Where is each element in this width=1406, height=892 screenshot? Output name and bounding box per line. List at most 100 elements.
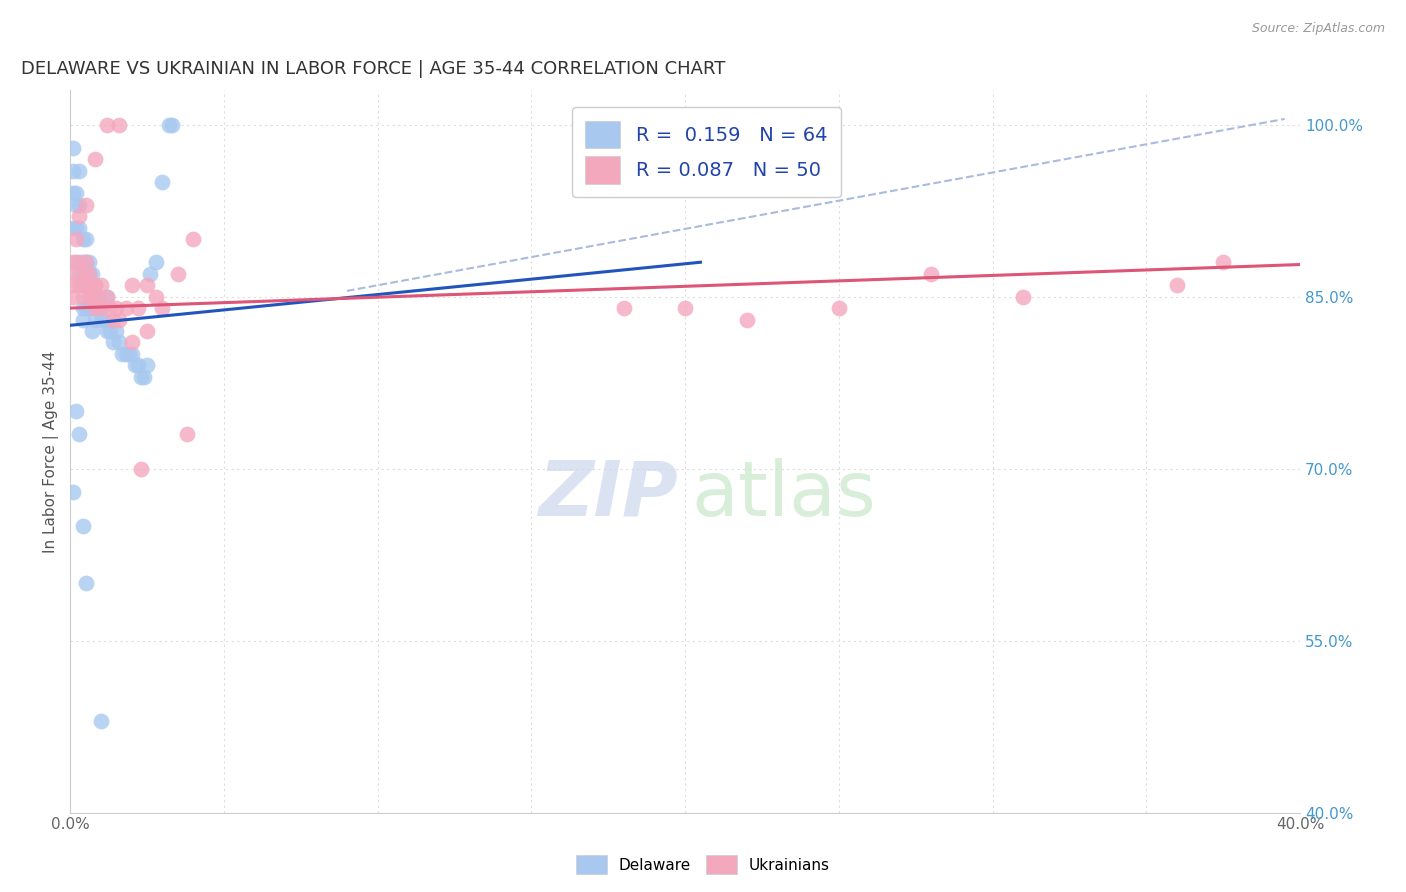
Point <box>75 301 97 315</box>
Point <box>129 461 152 475</box>
Point <box>828 301 851 315</box>
Point <box>157 118 180 132</box>
Point <box>735 312 758 326</box>
Point <box>166 267 188 281</box>
Point <box>103 335 125 350</box>
Point <box>69 278 91 293</box>
Point <box>77 267 100 281</box>
Point <box>77 301 100 315</box>
Point <box>65 186 87 201</box>
Point <box>72 267 94 281</box>
Point <box>176 427 198 442</box>
Point <box>80 290 103 304</box>
Point <box>62 290 84 304</box>
Point <box>87 290 110 304</box>
Legend: R =  0.159   N = 64, R = 0.087   N = 50: R = 0.159 N = 64, R = 0.087 N = 50 <box>572 107 841 197</box>
Point <box>152 301 174 315</box>
Point <box>96 118 118 132</box>
Point <box>62 140 84 154</box>
Point <box>83 152 105 166</box>
Point <box>127 359 149 373</box>
Point <box>65 198 87 212</box>
Point <box>83 278 105 293</box>
Point <box>613 301 636 315</box>
Point <box>75 267 97 281</box>
Point <box>87 290 110 304</box>
Point <box>72 290 94 304</box>
Point <box>65 220 87 235</box>
Point <box>920 267 942 281</box>
Point <box>62 255 84 269</box>
Point <box>72 255 94 269</box>
Point <box>80 267 103 281</box>
Point <box>77 267 100 281</box>
Point <box>69 427 91 442</box>
Point <box>129 370 152 384</box>
Point <box>121 278 143 293</box>
Point <box>75 278 97 293</box>
Point <box>152 175 174 189</box>
Point <box>75 255 97 269</box>
Point <box>75 278 97 293</box>
Point <box>136 359 159 373</box>
Point <box>98 301 121 315</box>
Y-axis label: In Labor Force | Age 35-44: In Labor Force | Age 35-44 <box>44 351 59 552</box>
Point <box>108 118 131 132</box>
Point <box>75 255 97 269</box>
Point <box>69 198 91 212</box>
Point <box>136 324 159 338</box>
Point <box>69 267 91 281</box>
Point <box>65 267 87 281</box>
Point <box>65 404 87 418</box>
Point <box>108 312 131 326</box>
Point <box>77 255 100 269</box>
Point <box>62 186 84 201</box>
Text: Source: ZipAtlas.com: Source: ZipAtlas.com <box>1251 22 1385 36</box>
Point <box>96 290 118 304</box>
Point <box>673 301 696 315</box>
Point <box>62 484 84 499</box>
Point <box>181 232 204 246</box>
Point <box>65 232 87 246</box>
Point <box>1166 278 1188 293</box>
Point <box>72 278 94 293</box>
Point <box>62 220 84 235</box>
Point <box>69 163 91 178</box>
Point <box>111 347 134 361</box>
Point <box>72 312 94 326</box>
Point <box>145 290 167 304</box>
Point <box>80 324 103 338</box>
Point <box>93 312 115 326</box>
Legend: Delaware, Ukrainians: Delaware, Ukrainians <box>569 849 837 880</box>
Point <box>117 347 139 361</box>
Point <box>83 278 105 293</box>
Point <box>72 232 94 246</box>
Point <box>80 301 103 315</box>
Point <box>124 359 146 373</box>
Point <box>121 347 143 361</box>
Text: atlas: atlas <box>692 458 876 532</box>
Point <box>90 301 112 315</box>
Point <box>114 301 136 315</box>
Point <box>83 312 105 326</box>
Point <box>90 301 112 315</box>
Point <box>72 519 94 533</box>
Point <box>77 290 100 304</box>
Point <box>62 163 84 178</box>
Point <box>83 301 105 315</box>
Point <box>90 278 112 293</box>
Point <box>96 290 118 304</box>
Point <box>80 278 103 293</box>
Point <box>1012 290 1035 304</box>
Point <box>108 335 131 350</box>
Point <box>96 324 118 338</box>
Point <box>132 370 155 384</box>
Point <box>90 714 112 728</box>
Point <box>83 290 105 304</box>
Point <box>75 576 97 591</box>
Point <box>136 278 159 293</box>
Text: DELAWARE VS UKRAINIAN IN LABOR FORCE | AGE 35-44 CORRELATION CHART: DELAWARE VS UKRAINIAN IN LABOR FORCE | A… <box>21 60 725 78</box>
Point <box>121 335 143 350</box>
Point <box>103 312 125 326</box>
Point <box>72 301 94 315</box>
